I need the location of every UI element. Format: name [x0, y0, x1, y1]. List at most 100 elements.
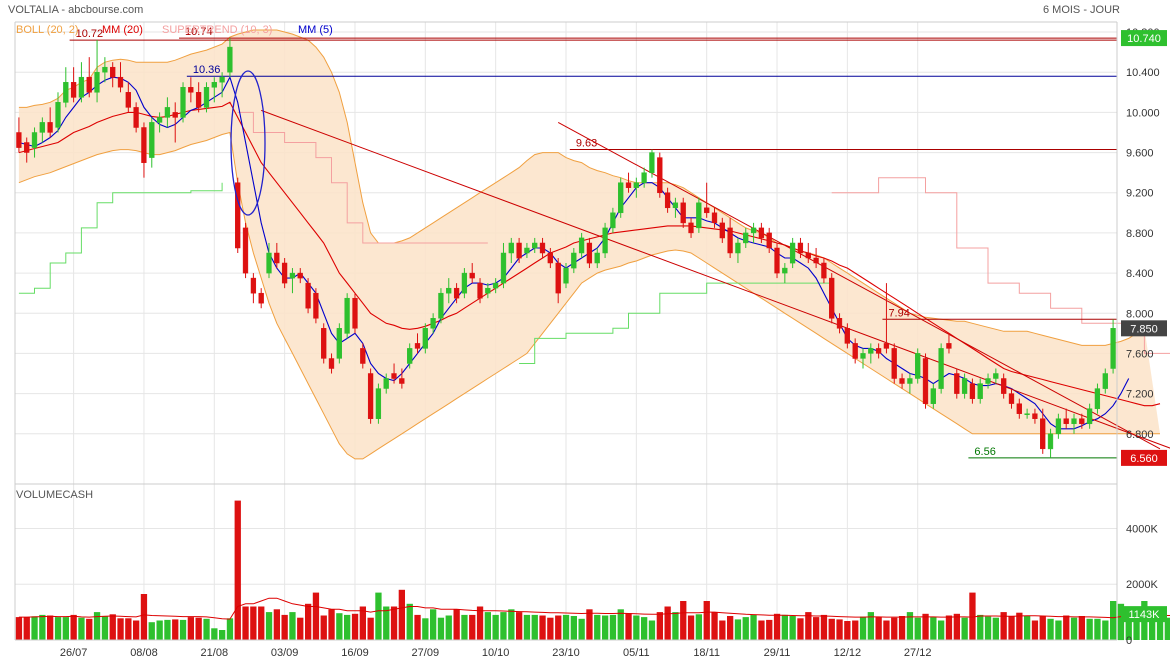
candle-body — [649, 152, 655, 173]
candle-body — [696, 202, 702, 229]
price-tag-label: 7.850 — [1130, 323, 1158, 335]
volume-bar — [289, 612, 296, 640]
volume-bar — [281, 614, 288, 640]
candle-body — [149, 122, 155, 158]
price-tick-label: 8.000 — [1126, 308, 1154, 320]
candle-body — [1024, 413, 1030, 415]
candle-body — [954, 373, 960, 394]
volume-bar — [555, 615, 562, 640]
candle-body — [961, 378, 968, 394]
volume-bar — [484, 612, 491, 640]
volume-bar — [586, 609, 593, 640]
price-tag — [1121, 449, 1167, 466]
volume-bar — [969, 592, 976, 640]
volume-bar — [1016, 612, 1023, 640]
candle-body — [235, 182, 241, 249]
candle-body — [172, 112, 178, 118]
volume-bar — [93, 612, 101, 640]
volume-bar — [390, 606, 398, 640]
volume-bar — [852, 620, 859, 640]
volume-bar — [898, 616, 906, 640]
candle-body — [203, 87, 210, 108]
candle-body — [625, 182, 632, 188]
volume-bar — [797, 618, 804, 641]
candle-body — [477, 282, 483, 299]
volume-bar — [492, 614, 499, 640]
candle-body — [391, 373, 397, 379]
candle-body — [1040, 418, 1046, 450]
volume-bar — [258, 606, 265, 640]
legend-supertrend: SUPERTREND (10, 3) — [162, 24, 272, 36]
candle-body — [907, 378, 913, 384]
volume-bar — [203, 618, 210, 640]
candle-body — [1110, 328, 1116, 369]
volume-bar — [187, 617, 194, 640]
candle-body — [782, 267, 788, 274]
period-label: 6 MOIS - JOUR — [1043, 4, 1120, 16]
volume-bar — [398, 589, 405, 640]
volume-bar — [734, 619, 742, 640]
candle-body — [352, 297, 358, 329]
volume-bar — [648, 620, 656, 640]
volume-bar — [54, 617, 62, 640]
volume-bar — [1055, 620, 1062, 640]
volume-bar — [265, 612, 273, 640]
candle-body — [899, 378, 905, 384]
candle-body — [438, 292, 444, 319]
candle-body — [297, 272, 303, 279]
volume-bar — [469, 614, 476, 640]
volume-bar — [78, 617, 85, 640]
volume-bar — [813, 617, 820, 640]
volume-bar — [1133, 620, 1140, 640]
candle-body — [618, 182, 624, 214]
volume-bar — [742, 617, 749, 640]
candle-body — [977, 383, 983, 399]
volume-bar — [1086, 618, 1093, 640]
candle-body — [367, 373, 374, 419]
candle-body — [969, 383, 976, 399]
volume-bar — [805, 612, 812, 640]
date-tick-label: 18/11 — [693, 647, 720, 659]
candle-body — [750, 227, 757, 234]
candle-body — [407, 348, 413, 364]
candle-body — [563, 267, 569, 284]
level-label: 6.56 — [974, 446, 995, 458]
legend-boll: BOLL (20, 2) — [16, 24, 79, 36]
volume-bar — [125, 618, 132, 641]
candle-body — [680, 202, 686, 224]
candle-body — [789, 242, 796, 264]
candle-body — [805, 252, 811, 259]
volume-bar — [820, 614, 828, 640]
date-tick-label: 08/08 — [130, 647, 158, 659]
date-tick-label: 10/10 — [482, 647, 510, 659]
candle-body — [1032, 413, 1038, 419]
volume-bar — [172, 619, 179, 640]
volume-bar — [359, 606, 366, 640]
volume-bar — [62, 617, 69, 640]
candle-body — [657, 157, 663, 194]
candle-body — [39, 122, 45, 133]
candle-body — [633, 182, 639, 188]
volume-bar — [758, 620, 765, 640]
volume-bar — [47, 615, 54, 640]
candle-body — [110, 66, 116, 78]
volume-bar — [719, 620, 726, 640]
highlight-ellipse-shape — [230, 70, 266, 216]
volume-bar — [1094, 618, 1101, 640]
volume-bar — [664, 606, 671, 640]
candle-body — [555, 262, 561, 294]
candle-body — [829, 277, 835, 319]
candle-body — [78, 76, 85, 98]
candle-body — [500, 252, 507, 284]
candle-body — [188, 87, 194, 93]
date-tick-label: 05/11 — [623, 647, 650, 659]
candle-body — [414, 343, 421, 349]
volume-bar — [938, 620, 945, 640]
candle-body — [469, 272, 475, 279]
date-tick-label: 16/09 — [341, 647, 369, 659]
volume-bar — [476, 606, 484, 640]
volume-bar — [883, 620, 890, 640]
volume-bar — [953, 613, 960, 640]
volume-tick-label: 4000K — [1126, 523, 1158, 535]
volume-bar — [1070, 617, 1078, 640]
